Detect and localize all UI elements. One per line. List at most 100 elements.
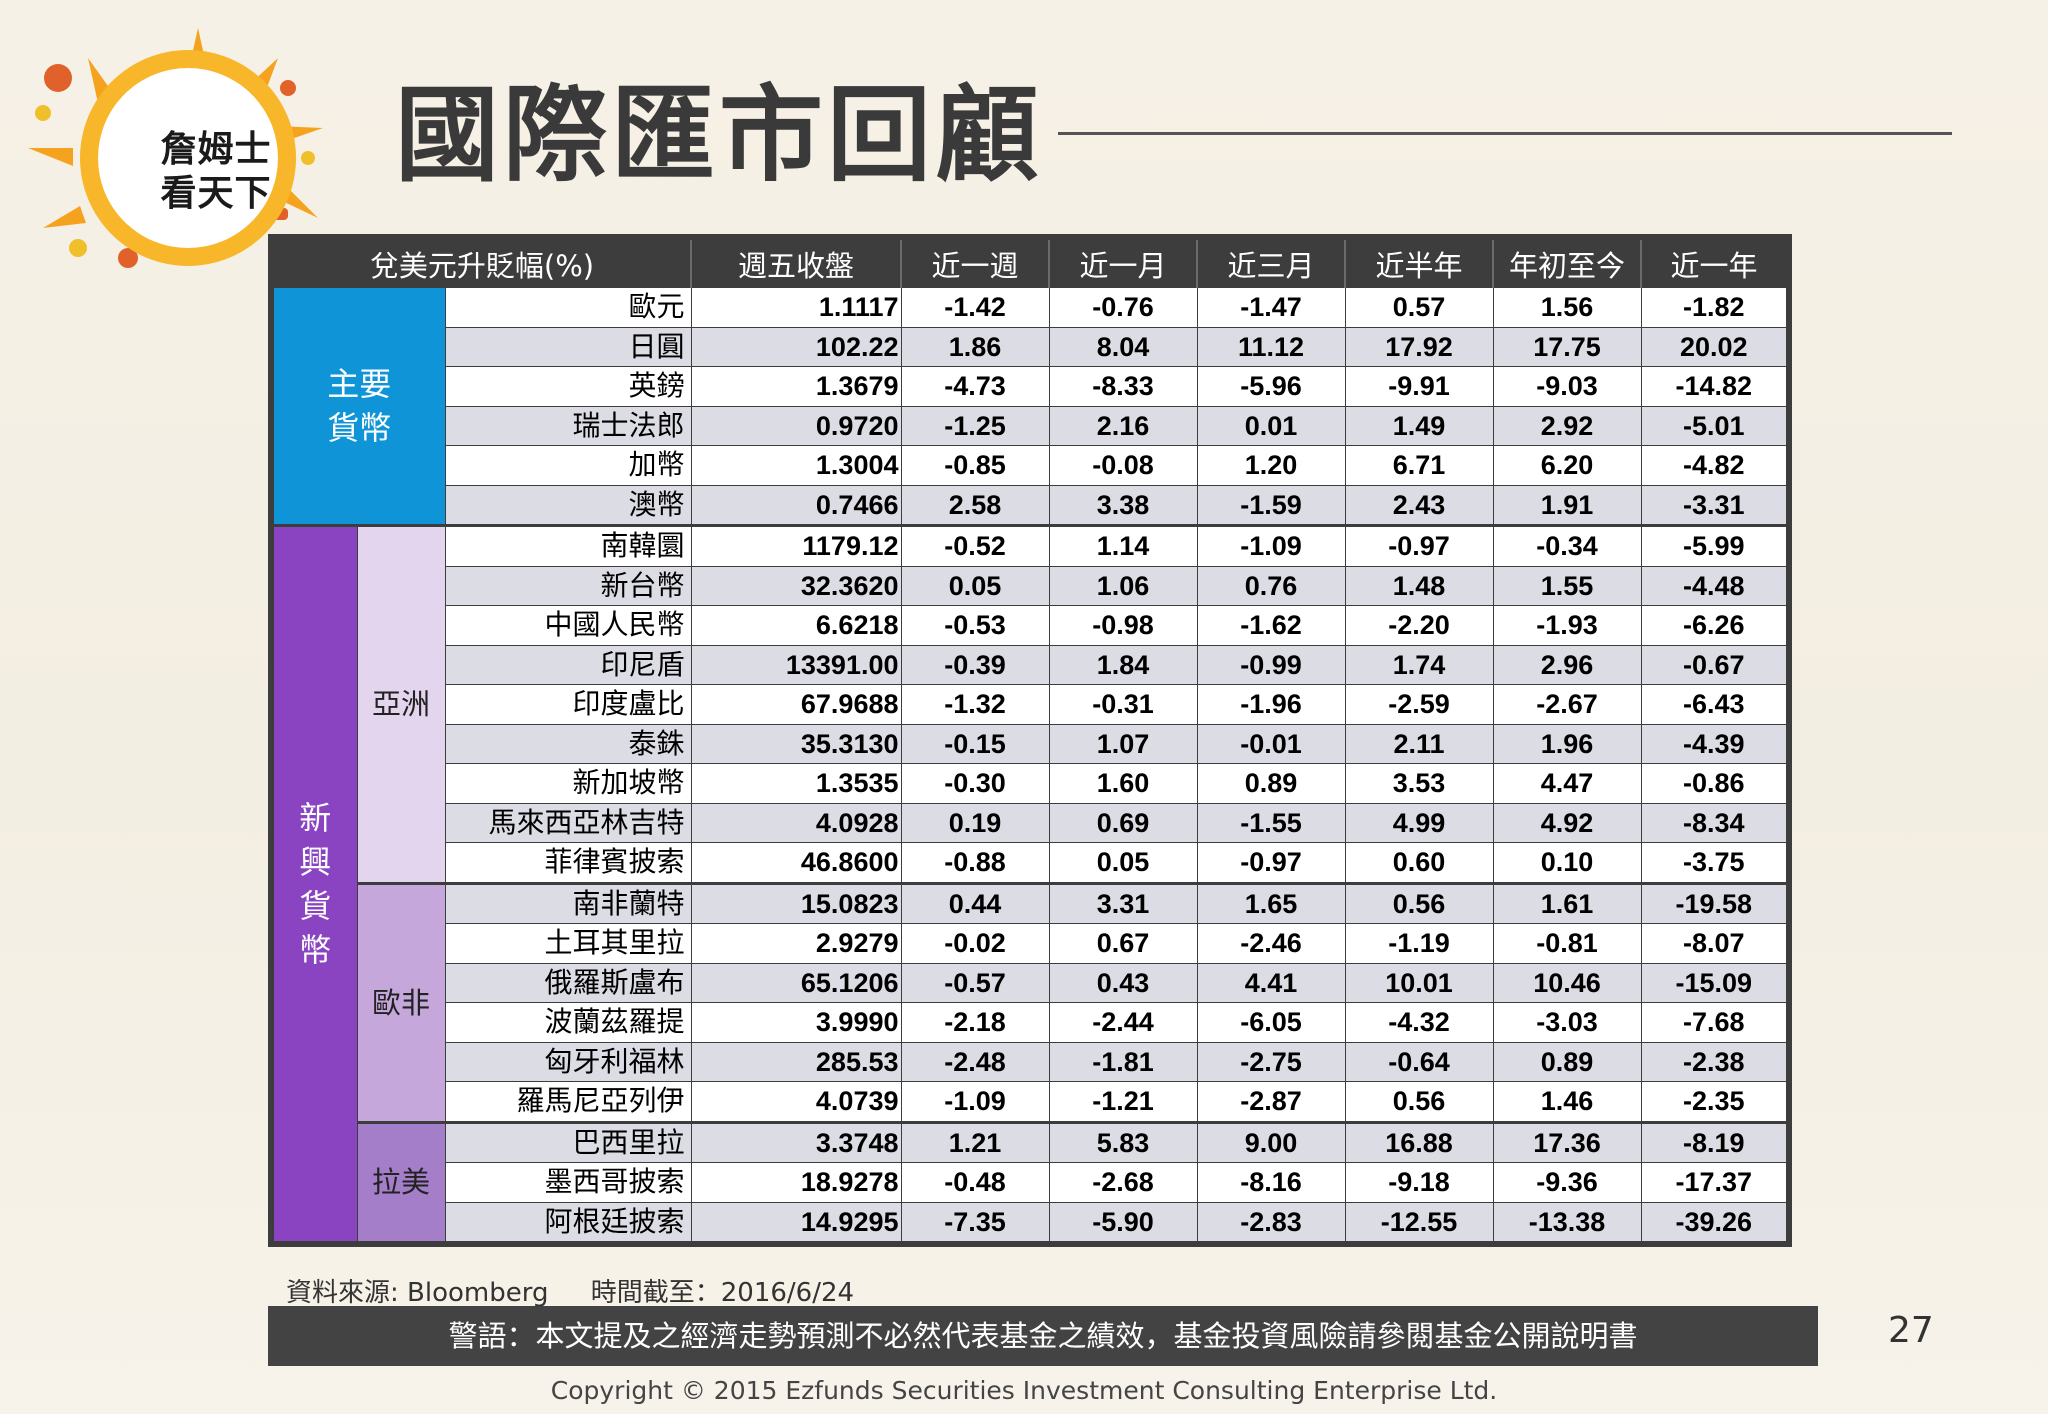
change-value: 1.07 — [1048, 723, 1198, 764]
currency-name: 印尼盾 — [444, 644, 692, 685]
change-value: -2.38 — [1640, 1041, 1790, 1082]
change-value: -19.58 — [1640, 881, 1790, 924]
currency-name: 加幣 — [444, 445, 692, 486]
col-header: 近一週 — [900, 237, 1049, 288]
change-value: 2.96 — [1492, 644, 1642, 685]
change-value: 1.65 — [1196, 881, 1346, 924]
close-value: 2.9279 — [690, 923, 902, 964]
change-value: -1.55 — [1196, 802, 1346, 843]
currency-name: 土耳其里拉 — [444, 923, 692, 964]
change-value: -1.19 — [1344, 923, 1494, 964]
change-value: 1.84 — [1048, 644, 1198, 685]
currency-name: 南非蘭特 — [444, 881, 692, 924]
source-date: 時間截至：2016/6/24 — [590, 1278, 855, 1308]
change-value: -1.62 — [1196, 605, 1346, 646]
currency-name: 馬來西亞林吉特 — [444, 802, 692, 843]
change-value: 1.20 — [1196, 445, 1346, 486]
change-value: -9.91 — [1344, 366, 1494, 407]
change-value: 0.56 — [1344, 881, 1494, 924]
change-value: -0.86 — [1640, 763, 1790, 804]
change-value: -0.30 — [900, 763, 1050, 804]
close-value: 1.3535 — [690, 763, 902, 804]
change-value: -39.26 — [1640, 1201, 1790, 1245]
change-value: 1.61 — [1492, 881, 1642, 924]
change-value: -17.37 — [1640, 1162, 1790, 1203]
change-value: -2.75 — [1196, 1041, 1346, 1082]
table-row: 新台幣 32.3620 0.05 1.06 0.76 1.48 1.55 -4.48 — [271, 565, 1790, 606]
change-value: -8.07 — [1640, 923, 1790, 964]
change-value: -1.42 — [900, 287, 1050, 328]
table-row: 土耳其里拉 2.9279 -0.02 0.67 -2.46 -1.19 -0.81 -8.07 — [271, 923, 1790, 964]
change-value: -2.59 — [1344, 684, 1494, 725]
close-value: 0.7466 — [690, 484, 902, 526]
currency-name: 瑞士法郎 — [444, 405, 692, 446]
change-value: -4.32 — [1344, 1002, 1494, 1043]
change-value: -8.19 — [1640, 1120, 1790, 1163]
table-row: 馬來西亞林吉特 4.0928 0.19 0.69 -1.55 4.99 4.92 -8.34 — [271, 802, 1790, 843]
change-value: 17.36 — [1492, 1120, 1642, 1163]
change-value: 1.55 — [1492, 565, 1642, 606]
close-value: 13391.00 — [690, 644, 902, 685]
change-value: 10.01 — [1344, 962, 1494, 1003]
change-value: 6.20 — [1492, 445, 1642, 486]
table-row: 中國人民幣 6.6218 -0.53 -0.98 -1.62 -2.20 -1.93 -6.2… — [271, 605, 1790, 646]
change-value: -12.55 — [1344, 1201, 1494, 1245]
change-value: -2.48 — [900, 1041, 1050, 1082]
currency-name: 英鎊 — [444, 366, 692, 407]
close-value: 102.22 — [690, 326, 902, 367]
emerging-currency-category-label: 新 興 貨 幣 — [299, 799, 332, 969]
currency-name: 南韓圜 — [444, 524, 692, 567]
close-value: 46.8600 — [690, 842, 902, 884]
change-value: 1.21 — [900, 1120, 1050, 1163]
change-value: 8.04 — [1048, 326, 1198, 367]
change-value: 4.47 — [1492, 763, 1642, 804]
change-value: 1.74 — [1344, 644, 1494, 685]
change-value: 0.89 — [1196, 763, 1346, 804]
change-value: -4.82 — [1640, 445, 1790, 486]
change-value: -0.99 — [1196, 644, 1346, 685]
table-row: 新加坡幣 1.3535 -0.30 1.60 0.89 3.53 4.47 -0.86 — [271, 763, 1790, 804]
emerging-currency-category: 新 興 貨 幣 — [270, 524, 358, 1245]
change-value: -1.32 — [900, 684, 1050, 725]
change-value: -2.67 — [1492, 684, 1642, 725]
table-body: 主要 貨幣 歐元 1.1117 -1.42 -0.76 -1.47 0.57 1.56 -1.8… — [270, 287, 1790, 1245]
change-value: -1.09 — [1196, 524, 1346, 567]
change-value: 3.53 — [1344, 763, 1494, 804]
change-value: -8.34 — [1640, 802, 1790, 843]
currency-name: 阿根廷披索 — [444, 1201, 692, 1245]
col-header: 週五收盤 — [690, 237, 901, 288]
change-value: -0.52 — [900, 524, 1050, 567]
close-value: 1.3679 — [690, 366, 902, 407]
table-row: 主要 貨幣 歐元 1.1117 -1.42 -0.76 -1.47 0.57 1.56 -1.8… — [270, 287, 1790, 526]
change-value: 2.43 — [1344, 484, 1494, 526]
table-row: 新 興 貨 幣亞洲 南韓圜 1179.12 -0.52 1.14 -1.09 -0.97 -0… — [270, 524, 1790, 1245]
change-value: 2.11 — [1344, 723, 1494, 764]
currency-name: 新台幣 — [444, 565, 692, 606]
table-row: 歐非 南非蘭特 15.0823 0.44 3.31 1.65 0.56 1.61 -19.58 — [271, 881, 1790, 1123]
change-value: -1.09 — [900, 1081, 1050, 1123]
change-value: -2.83 — [1196, 1201, 1346, 1245]
table-row: 印尼盾 13391.00 -0.39 1.84 -0.99 1.74 2.96 -0.67 — [271, 644, 1790, 685]
change-value: 1.91 — [1492, 484, 1642, 526]
change-value: -1.21 — [1048, 1081, 1198, 1123]
close-value: 67.9688 — [690, 684, 902, 725]
change-value: 0.19 — [900, 802, 1050, 843]
col-header: 近三月 — [1196, 237, 1345, 288]
table-header-row: 兌美元升貶幅(%) 週五收盤 近一週 近一月 近三月 近半年 年初至今 近一年 — [271, 237, 1789, 288]
logo-line2: 看天下 — [160, 173, 272, 214]
change-value: -1.25 — [900, 405, 1050, 446]
change-value: -8.16 — [1196, 1162, 1346, 1203]
logo-line1: 詹姆士 — [160, 129, 272, 170]
change-value: 5.83 — [1048, 1120, 1198, 1163]
currency-name: 菲律賓披索 — [444, 842, 692, 884]
change-value: 9.00 — [1196, 1120, 1346, 1163]
currency-name: 歐元 — [444, 287, 692, 328]
change-value: -9.18 — [1344, 1162, 1494, 1203]
table-row: 羅馬尼亞列伊 4.0739 -1.09 -1.21 -2.87 0.56 1.46 -2.35 — [271, 1081, 1790, 1123]
close-value: 6.6218 — [690, 605, 902, 646]
sun-logo-icon — [28, 28, 323, 268]
col-header: 近一月 — [1048, 237, 1197, 288]
table-row: 菲律賓披索 46.8600 -0.88 0.05 -0.97 0.60 0.10 -3.75 — [271, 842, 1790, 884]
title-divider — [1058, 132, 1952, 135]
col-header: 近一年 — [1640, 237, 1789, 288]
